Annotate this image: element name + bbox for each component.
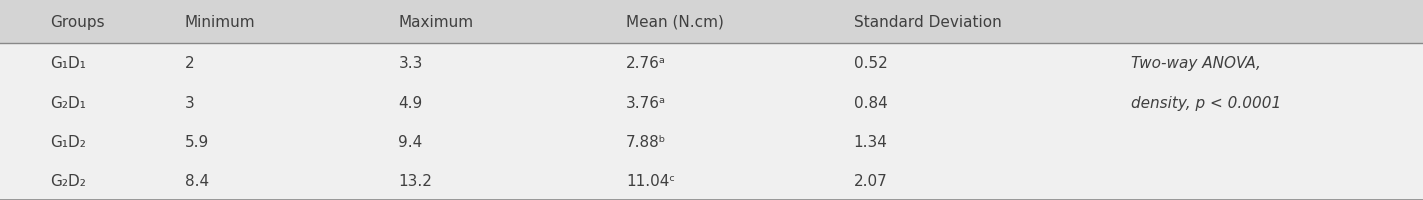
- Text: 5.9: 5.9: [185, 134, 209, 149]
- Text: 9.4: 9.4: [398, 134, 423, 149]
- Text: Mean (N.cm): Mean (N.cm): [626, 15, 724, 29]
- Text: G₂D₂: G₂D₂: [50, 173, 85, 188]
- Text: G₁D₁: G₁D₁: [50, 56, 85, 71]
- Text: 3.76ᵃ: 3.76ᵃ: [626, 95, 666, 110]
- Text: Groups: Groups: [50, 15, 104, 29]
- Text: Standard Deviation: Standard Deviation: [854, 15, 1002, 29]
- Text: Maximum: Maximum: [398, 15, 474, 29]
- Text: 2: 2: [185, 56, 195, 71]
- Text: 3: 3: [185, 95, 195, 110]
- Text: 0.84: 0.84: [854, 95, 888, 110]
- Text: 1.34: 1.34: [854, 134, 888, 149]
- Text: G₂D₁: G₂D₁: [50, 95, 85, 110]
- Text: G₁D₂: G₁D₂: [50, 134, 85, 149]
- Text: 11.04ᶜ: 11.04ᶜ: [626, 173, 675, 188]
- Bar: [0, 0, 1423, 44]
- Text: 8.4: 8.4: [185, 173, 209, 188]
- Text: 0.52: 0.52: [854, 56, 888, 71]
- Text: 2.07: 2.07: [854, 173, 888, 188]
- Text: density, p < 0.0001: density, p < 0.0001: [1131, 95, 1282, 110]
- Text: 2.76ᵃ: 2.76ᵃ: [626, 56, 666, 71]
- Text: Two-way ANOVA,: Two-way ANOVA,: [1131, 56, 1261, 71]
- Text: 3.3: 3.3: [398, 56, 423, 71]
- Text: 4.9: 4.9: [398, 95, 423, 110]
- Text: Minimum: Minimum: [185, 15, 256, 29]
- Text: 13.2: 13.2: [398, 173, 433, 188]
- Text: 7.88ᵇ: 7.88ᵇ: [626, 134, 666, 149]
